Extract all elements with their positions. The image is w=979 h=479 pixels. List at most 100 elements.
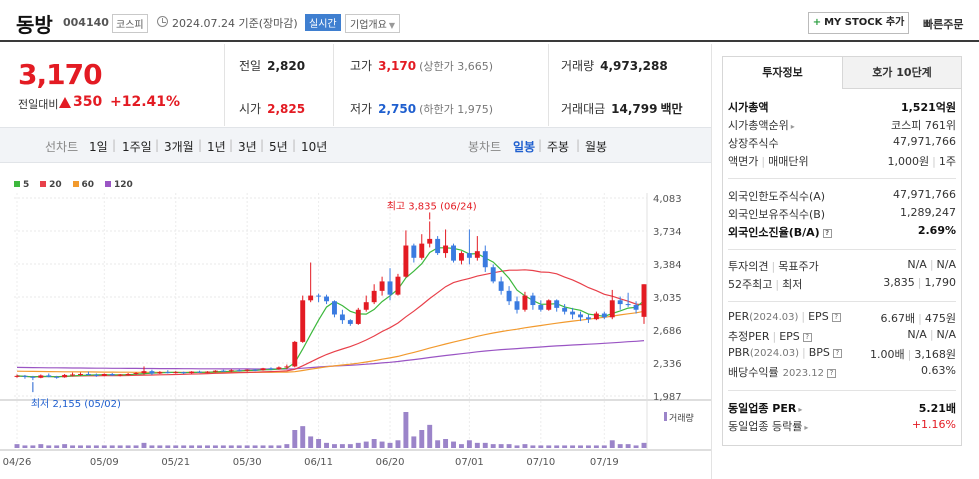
- up-triangle-icon: [59, 97, 71, 108]
- candle-body: [363, 302, 369, 310]
- quick-order-link[interactable]: 빠른주문: [923, 18, 964, 31]
- candle-body: [451, 245, 456, 261]
- separator: |: [775, 278, 780, 291]
- volume-bar: [276, 445, 282, 448]
- candle-body: [443, 245, 449, 254]
- period-1w[interactable]: 1주일: [122, 140, 152, 154]
- candle-daily[interactable]: 일봉: [513, 140, 536, 154]
- volume-bar: [363, 441, 369, 448]
- volume-bar: [498, 444, 504, 448]
- candle-body: [466, 253, 472, 258]
- help-icon[interactable]: ?: [826, 369, 836, 378]
- candle-body: [625, 304, 631, 306]
- line-chart-label[interactable]: 선차트: [45, 140, 79, 154]
- chevron-right-icon: ▸: [804, 423, 809, 432]
- candle-monthly[interactable]: 월봉: [585, 140, 608, 154]
- section-divider: [728, 390, 956, 391]
- volume-bar: [419, 430, 425, 448]
- divider: [333, 44, 334, 126]
- candle-body: [284, 366, 290, 368]
- info-text: 0.63%: [921, 364, 956, 377]
- candle-body: [70, 374, 76, 376]
- volume-bar: [570, 445, 576, 448]
- separator: |: [771, 260, 776, 273]
- candle-body: [609, 300, 615, 318]
- help-icon[interactable]: ?: [802, 333, 812, 342]
- info-label[interactable]: 동일업종 PER ▸: [728, 400, 802, 416]
- candle-body: [173, 372, 179, 374]
- candle-body: [593, 313, 599, 320]
- price-chart[interactable]: 5 20 60 120 4,083 3,734 3,384 3,035 2,686 2,3…: [0, 163, 711, 479]
- candle-weekly[interactable]: 주봉: [547, 140, 570, 154]
- period-5y[interactable]: 5년: [269, 140, 288, 154]
- help-icon[interactable]: ?: [831, 313, 841, 322]
- candle-chart-label[interactable]: 봉차트: [468, 140, 502, 154]
- stat-value: 2,820: [267, 59, 306, 73]
- realtime-button[interactable]: 실시간: [305, 14, 341, 31]
- candle-body: [347, 320, 353, 324]
- add-my-stock-button[interactable]: + MY STOCK 추가: [808, 12, 909, 34]
- info-label[interactable]: 동일업종 등락률 ▸: [728, 418, 808, 434]
- candle-body: [149, 371, 155, 374]
- info-label: 외국인한도주식수(A): [728, 188, 825, 204]
- info-row: 시가총액 1,521억원: [728, 99, 956, 117]
- volume-bar: [260, 445, 266, 448]
- panel-tabs: 투자정보 호가 10단계: [723, 57, 961, 89]
- candle-body: [435, 238, 441, 254]
- volume-bar: [244, 445, 250, 448]
- volume-bar: [458, 444, 464, 448]
- market-badge: 코스피: [112, 14, 148, 33]
- volume-bar: [85, 445, 91, 448]
- volume-bar: [22, 445, 28, 448]
- help-icon[interactable]: ?: [832, 349, 842, 358]
- candle-body: [395, 276, 401, 295]
- separator: |: [929, 258, 934, 271]
- separator: |: [929, 328, 934, 341]
- candle-body: [252, 369, 258, 371]
- info-row: 투자의견 | 목표주가 N/A | N/A: [728, 258, 956, 276]
- separator: |: [801, 310, 806, 323]
- x-tick-label: 06/20: [376, 457, 405, 468]
- info-label[interactable]: 시가총액순위 ▸: [728, 117, 795, 133]
- info-row: 시가총액순위 ▸ 코스피 761위: [728, 117, 956, 135]
- volume-bar: [228, 445, 234, 448]
- candle-body: [316, 295, 322, 297]
- volume-bar: [141, 442, 147, 448]
- volume-bar: [514, 445, 520, 448]
- volume-bar: [609, 440, 615, 448]
- period-3m[interactable]: 3개월: [164, 140, 194, 154]
- x-tick-label: 07/10: [526, 457, 555, 468]
- candle-body: [157, 372, 163, 374]
- candle-body: [308, 295, 314, 301]
- stat-value: 2,825: [267, 102, 306, 116]
- price-change-percent: +12.41%: [110, 94, 181, 110]
- tab-investment-info[interactable]: 투자정보: [723, 57, 842, 89]
- candle-body: [498, 281, 504, 291]
- tab-order-book[interactable]: 호가 10단계: [842, 57, 961, 89]
- candle-body: [641, 284, 647, 317]
- volume-bar: [173, 445, 179, 448]
- candle-body: [522, 295, 528, 310]
- candle-body: [578, 314, 583, 318]
- period-1d[interactable]: 1일: [89, 140, 108, 154]
- info-text: 동일업종 PER: [728, 402, 797, 415]
- volume-bar: [474, 442, 480, 448]
- info-text: 목표주가: [778, 260, 819, 273]
- ma60-line: [16, 310, 645, 373]
- period-3y[interactable]: 3년: [238, 140, 257, 154]
- period-1y[interactable]: 1년: [207, 140, 226, 154]
- stat-label: 거래대금: [561, 102, 606, 116]
- help-icon[interactable]: ?: [822, 229, 832, 238]
- info-value: 2.69%: [918, 224, 956, 237]
- volume-bar: [220, 445, 226, 448]
- candle-body: [570, 311, 576, 315]
- volume-bar: [189, 445, 195, 448]
- volume-bar: [379, 441, 385, 448]
- section-divider: [728, 249, 956, 250]
- period-10y[interactable]: 10년: [301, 140, 328, 154]
- info-text: PBR: [728, 346, 750, 359]
- info-text: 추정PER: [728, 330, 770, 343]
- company-overview-dropdown[interactable]: 기업개요 ▼: [345, 14, 400, 33]
- volume-bar: [300, 426, 306, 448]
- info-text: N/A: [907, 258, 927, 271]
